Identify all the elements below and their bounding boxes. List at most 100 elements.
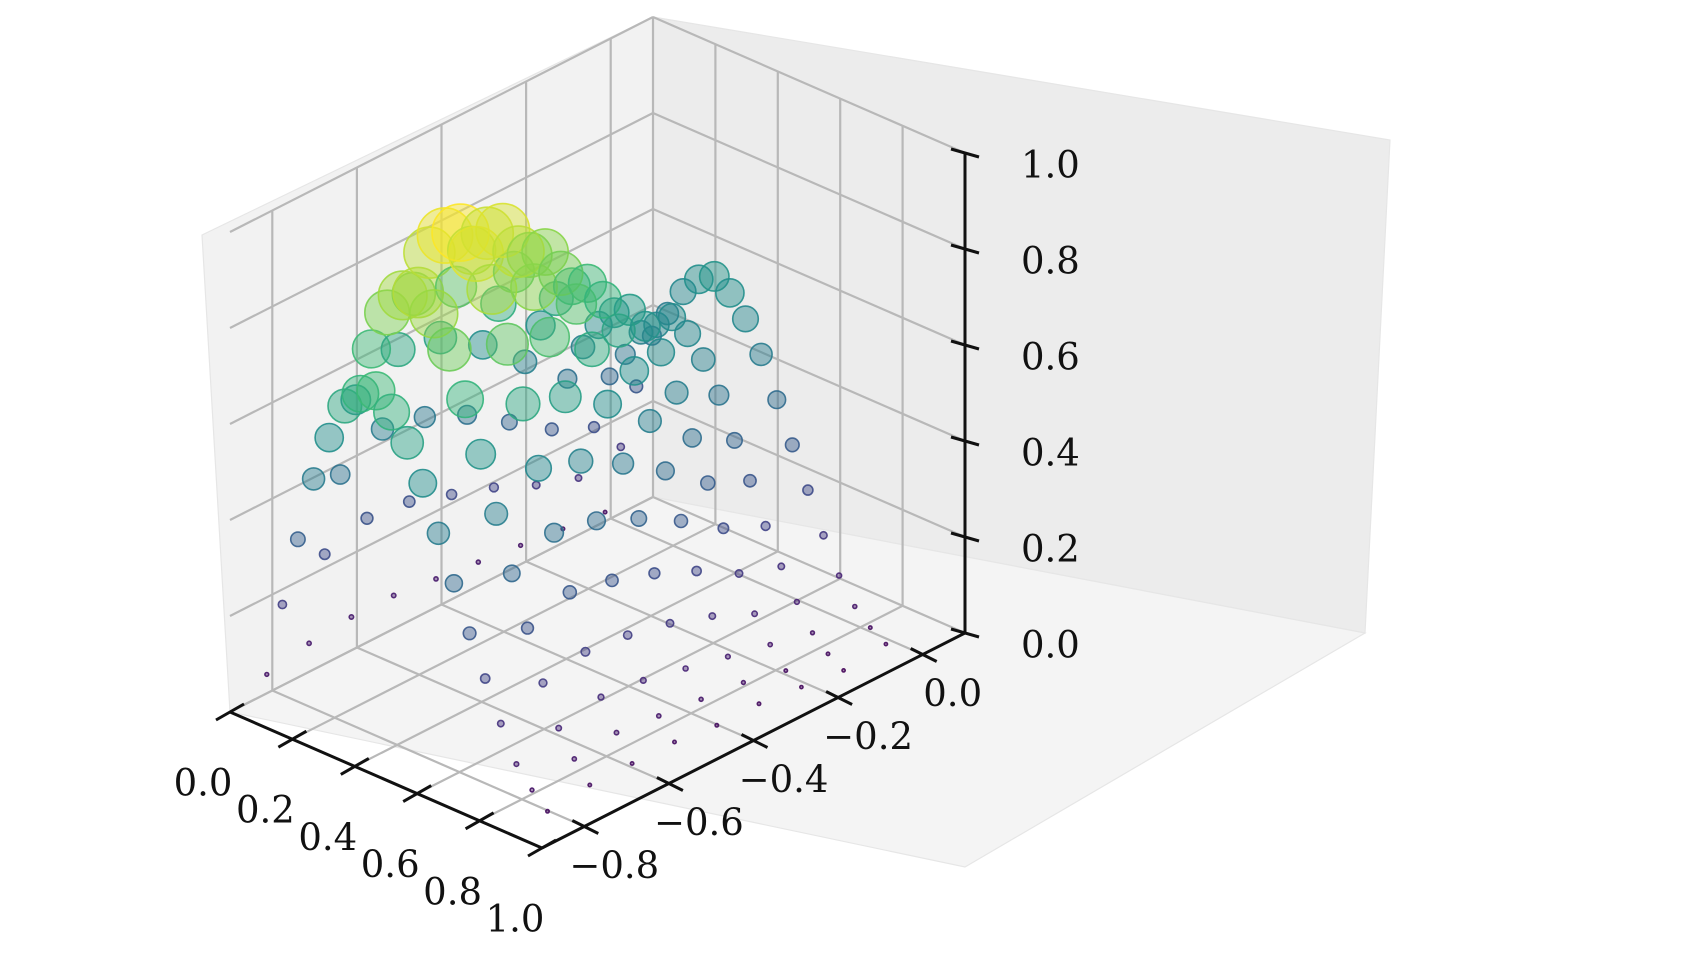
- scatter-point-149: [555, 724, 563, 732]
- grid-line-z-side: [229, 496, 654, 713]
- scatter-points: [264, 202, 889, 814]
- scatter-point-6: [683, 264, 714, 295]
- z-tick-1-label: 0.2: [1021, 528, 1080, 571]
- grid-line-z-side: [229, 208, 654, 425]
- scatter-point-131: [613, 729, 620, 736]
- scatter-point-87: [593, 389, 623, 419]
- scatter-point-14: [819, 530, 828, 540]
- scatter-point-143: [446, 380, 485, 419]
- scatter-point-1: [616, 442, 626, 452]
- scatter-point-17: [867, 625, 873, 631]
- scatter-point-88: [611, 452, 635, 475]
- scatter-point-165: [462, 626, 477, 641]
- scatter-point-74: [740, 679, 747, 686]
- scatter-point-30: [725, 431, 743, 449]
- scatter-point-102: [475, 202, 531, 258]
- scatter-point-47: [646, 338, 676, 367]
- scatter-point-129: [580, 646, 591, 657]
- x-tick-1-label: 0.2: [236, 789, 295, 832]
- grid-line-z-back: [652, 15, 966, 155]
- scatter-point-106: [548, 380, 582, 414]
- grid-lines: [229, 15, 967, 849]
- scatter-point-144: [465, 438, 497, 470]
- scatter-point-163: [426, 521, 451, 546]
- scatter-point-164: [444, 573, 464, 593]
- scatter-point-148: [538, 678, 548, 688]
- scatter-point-168: [513, 760, 520, 768]
- y-tick-1-label: −0.2: [823, 715, 913, 758]
- scatter-point-91: [665, 618, 675, 628]
- scatter-point-158: [341, 374, 380, 413]
- scatter-point-89: [630, 509, 648, 527]
- scatter-point-13: [802, 484, 814, 496]
- chart-panes: [201, 16, 1391, 868]
- scatter-point-69: [655, 461, 676, 481]
- grid-line-y-floor: [271, 689, 585, 828]
- x-tick-5-label: 1.0: [486, 898, 545, 941]
- scatter-point-107: [568, 448, 594, 474]
- scatter-point-70: [673, 513, 689, 529]
- scatter-point-162: [408, 468, 438, 498]
- scatter-point-160: [373, 393, 411, 431]
- scatter-point-135: [329, 464, 351, 485]
- x-tick-0-label: 0.0: [174, 762, 233, 805]
- grid-line-y-floor: [356, 646, 670, 785]
- scatter-point-45: [613, 293, 646, 326]
- scatter-point-111: [639, 676, 647, 685]
- scatter-point-66: [601, 313, 636, 348]
- scatter-point-146: [502, 564, 521, 583]
- z-tick-mark-0: [950, 627, 980, 639]
- scatter-point-90: [648, 567, 661, 580]
- scatter-point-104: [510, 263, 558, 312]
- scatter-point-126: [524, 454, 553, 482]
- scatter-point-123: [466, 263, 518, 315]
- scatter-point-23: [614, 343, 636, 366]
- x-axis-line: [229, 710, 543, 850]
- scatter-point-11: [767, 390, 787, 410]
- y-tick-mark-0: [910, 647, 938, 663]
- scatter-point-117: [380, 331, 416, 368]
- scatter-point-56: [799, 684, 804, 690]
- scatter-point-94: [714, 722, 720, 728]
- scatter-point-96: [402, 495, 416, 508]
- scatter-point-95: [390, 592, 397, 599]
- scatter-point-36: [825, 651, 831, 657]
- scatter-point-150: [571, 756, 578, 762]
- scatter-point-12: [784, 437, 800, 453]
- scatter-point-8: [715, 277, 745, 308]
- scatter-point-125: [505, 386, 541, 422]
- scatter-point-51: [717, 522, 730, 535]
- scatter-point-28: [690, 347, 716, 372]
- y-tick-mark-1: [825, 690, 853, 706]
- scatter-point-170: [544, 808, 550, 814]
- grid-line-y-floor: [610, 517, 924, 656]
- y-tick-mark-3: [656, 776, 684, 792]
- x-tick-2-label: 0.4: [298, 816, 357, 859]
- scatter-point-142: [427, 327, 472, 372]
- scatter-point-155: [301, 467, 326, 491]
- y-tick-3-label: −0.6: [654, 801, 744, 844]
- scatter-point-147: [520, 621, 535, 635]
- grid-line-z-back: [652, 207, 966, 347]
- x-tick-mark-0: [215, 702, 245, 722]
- scatter-point-86: [574, 331, 610, 368]
- z-tick-2-label: 0.4: [1021, 432, 1080, 475]
- scatter-point-18: [883, 641, 889, 647]
- x-tick-mark-2: [340, 757, 370, 776]
- scatter-point-22: [600, 367, 619, 386]
- grid-line-z-side: [229, 304, 654, 521]
- z-tick-mark-5: [950, 147, 980, 159]
- scatter-point-25: [643, 311, 670, 339]
- scatter-point-29: [708, 384, 730, 406]
- scatter-point-55: [783, 668, 789, 674]
- scatter-point-49: [682, 428, 703, 448]
- x-tick-4-label: 0.8: [423, 870, 482, 913]
- scatter-point-72: [708, 612, 717, 621]
- scatter-point-101: [460, 206, 515, 260]
- scatter-point-139: [377, 270, 428, 321]
- scatter-point-7: [698, 260, 730, 292]
- scatter-point-115: [360, 511, 374, 525]
- scatter-point-37: [841, 668, 847, 673]
- scatter-point-109: [605, 573, 619, 588]
- scatter-point-71: [691, 565, 702, 577]
